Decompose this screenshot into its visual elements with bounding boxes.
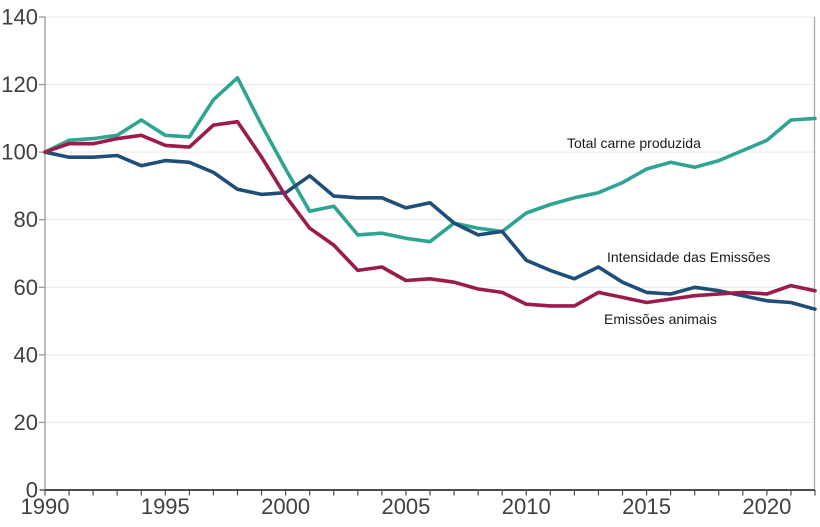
y-tick-label-140: 140 <box>1 5 38 30</box>
y-tick-label-0: 0 <box>26 478 38 503</box>
x-tick-label-2015: 2015 <box>622 494 671 519</box>
y-tick-label-60: 60 <box>14 275 38 300</box>
x-tick-label-2005: 2005 <box>381 494 430 519</box>
series-line-total-carne-produzida <box>43 76 817 244</box>
y-tick-label-40: 40 <box>14 342 38 367</box>
x-tick-label-2000: 2000 <box>261 494 310 519</box>
x-tick-label-2020: 2020 <box>742 494 791 519</box>
y-tick-label-120: 120 <box>1 72 38 97</box>
y-tick-label-20: 20 <box>14 410 38 435</box>
x-tick-label-1995: 1995 <box>141 494 190 519</box>
tick-labels: 0 20 40 60 80 100 120 140 1990 1995 2000 2005 2010 20… <box>1 5 791 520</box>
y-tick-label-80: 80 <box>14 207 38 232</box>
x-tick-label-1990: 1990 <box>21 494 70 519</box>
gridlines <box>45 16 815 423</box>
tick-marks <box>39 16 816 496</box>
axes <box>40 17 816 491</box>
series-label-intensidade-das-emissoes: Intensidade das Emissões <box>607 249 770 265</box>
y-tick-label-100: 100 <box>1 140 38 165</box>
series-lines <box>43 76 817 312</box>
series-label-emissoes-animais: Emissões animais <box>604 311 717 327</box>
x-tick-label-2010: 2010 <box>502 494 551 519</box>
series-label-total-carne-produzida: Total carne produzida <box>567 135 701 151</box>
series-line-emissoes-animais <box>43 119 817 308</box>
series-annotations: Total carne produzida Intensidade das Em… <box>567 135 770 327</box>
series-line-intensidade-das-emissoes <box>43 150 817 312</box>
